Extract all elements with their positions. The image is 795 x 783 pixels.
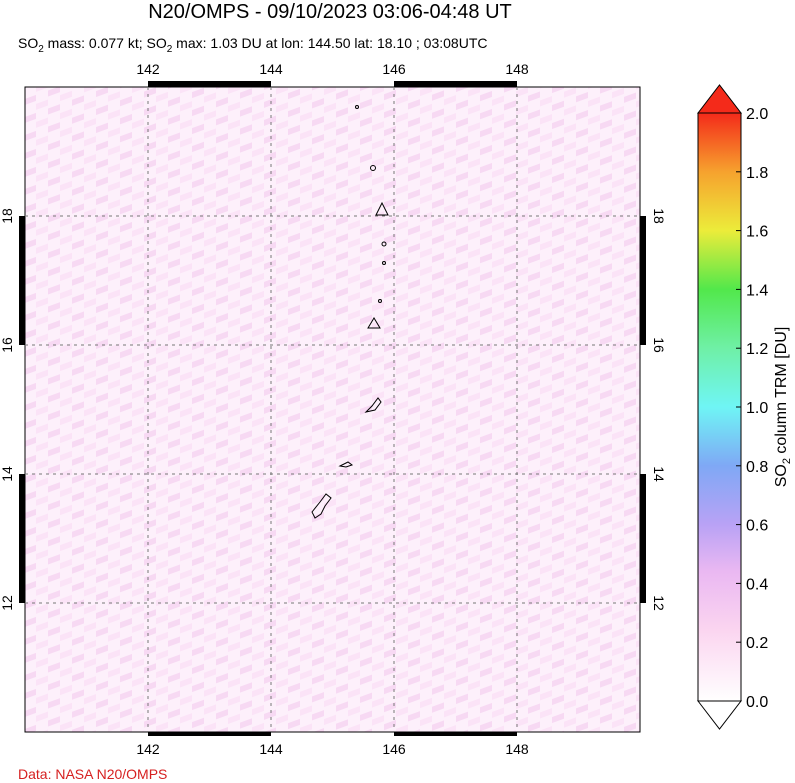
subtitle-part: mass: 0.077 kt; SO (44, 35, 167, 51)
colorbar-tick-label: 1.8 (746, 165, 768, 182)
axis-bar (394, 81, 517, 87)
colorbar-tick-label: 1.2 (746, 341, 768, 358)
lat-tick-label: 18 (651, 208, 667, 224)
lat-tick-label: 16 (0, 337, 15, 353)
axis-bar (640, 216, 646, 345)
axis-bar (148, 732, 271, 736)
title: N20/OMPS - 09/10/2023 03:06-04:48 UT (148, 1, 512, 23)
credit: Data: NASA N20/OMPS (18, 766, 167, 782)
lon-tick-label: 144 (259, 61, 283, 77)
subtitle-part: 2 (167, 44, 173, 55)
lat-tick-label: 16 (651, 337, 667, 353)
colorbar-label: SO2 column TRM [DU] (773, 327, 793, 488)
lat-tick-label: 14 (0, 466, 15, 482)
lon-tick-label: 146 (382, 741, 406, 757)
colorbar (697, 112, 742, 702)
colorbar-tick-label: 0.6 (746, 518, 768, 535)
subtitle-part: max: 1.03 DU at lon: 144.50 lat: 18.10 ;… (172, 35, 487, 51)
colorbar-tick-label: 0.2 (746, 635, 768, 652)
coastlines (311, 105, 389, 519)
colorbar-max-arrow (696, 84, 743, 114)
axis-bar (148, 81, 271, 87)
colorbar-label-part: SO (773, 464, 790, 487)
subtitle: SO2 mass: 0.077 kt; SO2 max: 1.03 DU at … (18, 35, 487, 55)
axis-bar (19, 474, 25, 603)
colorbar-label-part: 2 (781, 458, 793, 464)
colorbar-tick-label: 0.4 (746, 576, 768, 593)
lon-tick-label: 142 (136, 741, 160, 757)
lat-tick-label: 18 (0, 208, 15, 224)
colorbar-tick-label: 1.0 (746, 400, 768, 417)
colorbar-tick-label: 0.8 (746, 459, 768, 476)
map-background (25, 87, 640, 732)
lon-tick-label: 148 (505, 61, 529, 77)
lon-tick-label: 148 (505, 741, 529, 757)
colorbar-tick-label: 2.0 (746, 106, 768, 123)
subtitle-part: SO (18, 35, 38, 51)
axis-bar (19, 216, 25, 345)
colorbar-label-part: column TRM [DU] (773, 327, 790, 458)
colorbar-tick-label: 1.6 (746, 224, 768, 241)
lat-tick-label: 12 (651, 595, 667, 611)
colorbar-tick-label: 1.4 (746, 282, 768, 299)
axis-bar (394, 732, 517, 736)
colorbar-tick-label: 0.0 (746, 694, 768, 711)
lat-tick-label: 12 (0, 595, 15, 611)
lon-tick-label: 142 (136, 61, 160, 77)
lon-tick-label: 144 (259, 741, 283, 757)
map-frame (24, 86, 641, 733)
subtitle-part: 2 (38, 44, 44, 55)
lat-tick-label: 14 (651, 466, 667, 482)
lon-tick-label: 146 (382, 61, 406, 77)
axis-bar (640, 474, 646, 603)
colorbar-min-arrow (696, 700, 743, 730)
